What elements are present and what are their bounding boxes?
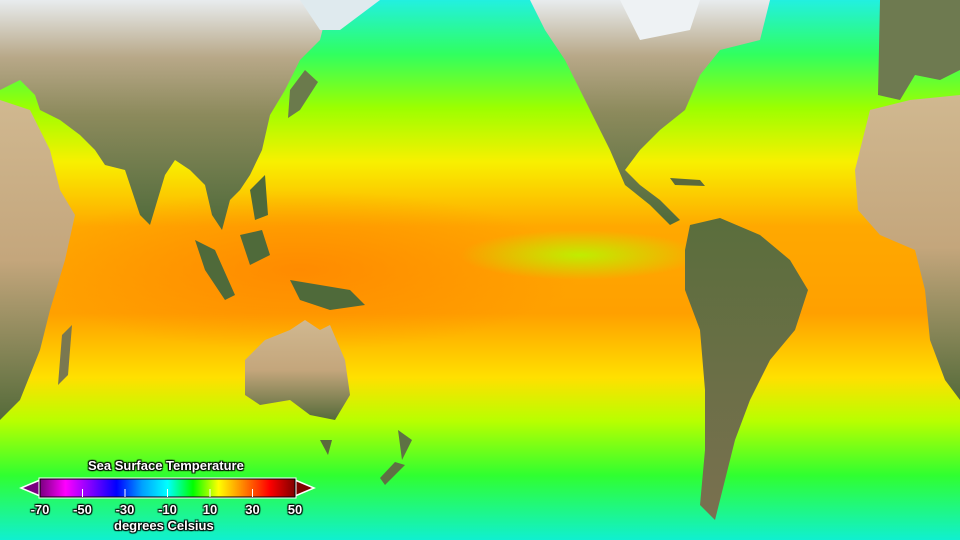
colorbar-tick-label: 30 <box>245 502 260 517</box>
landmass-caribbean <box>670 178 705 186</box>
colorbar-tick-label: -50 <box>73 502 92 517</box>
warm-pool <box>20 190 580 350</box>
sea-ice <box>300 0 380 30</box>
landmass-australia <box>245 320 350 420</box>
colorbar-tick-label: 50 <box>287 502 303 517</box>
landmass-africa-west <box>0 100 75 420</box>
cold-tongue <box>460 230 700 280</box>
colorbar-tick-label: -30 <box>115 502 135 517</box>
legend-unit: degrees Celsius <box>114 518 214 533</box>
landmass-asia <box>0 0 330 230</box>
colorbar-tick-label: 10 <box>202 502 218 517</box>
colorbar-extend-low <box>19 478 41 498</box>
landmass-greenland <box>620 0 700 40</box>
landmass-europe <box>878 0 960 100</box>
landmass-japan <box>288 70 318 118</box>
landmass-tasmania <box>320 440 332 455</box>
landmass-north-america <box>530 0 770 225</box>
landmass-africa-east <box>855 95 960 400</box>
colorbar <box>19 477 316 499</box>
colorbar-extend-high <box>294 478 316 498</box>
landmass-southeast-asia <box>195 175 365 310</box>
landmass-new-zealand <box>380 430 412 485</box>
legend-title: Sea Surface Temperature <box>88 458 244 473</box>
landmass-madagascar <box>58 325 72 385</box>
colorbar-tick-label: -10 <box>158 502 177 517</box>
landmass-south-america <box>685 218 808 520</box>
colorbar-tick-label: -70 <box>30 502 50 517</box>
